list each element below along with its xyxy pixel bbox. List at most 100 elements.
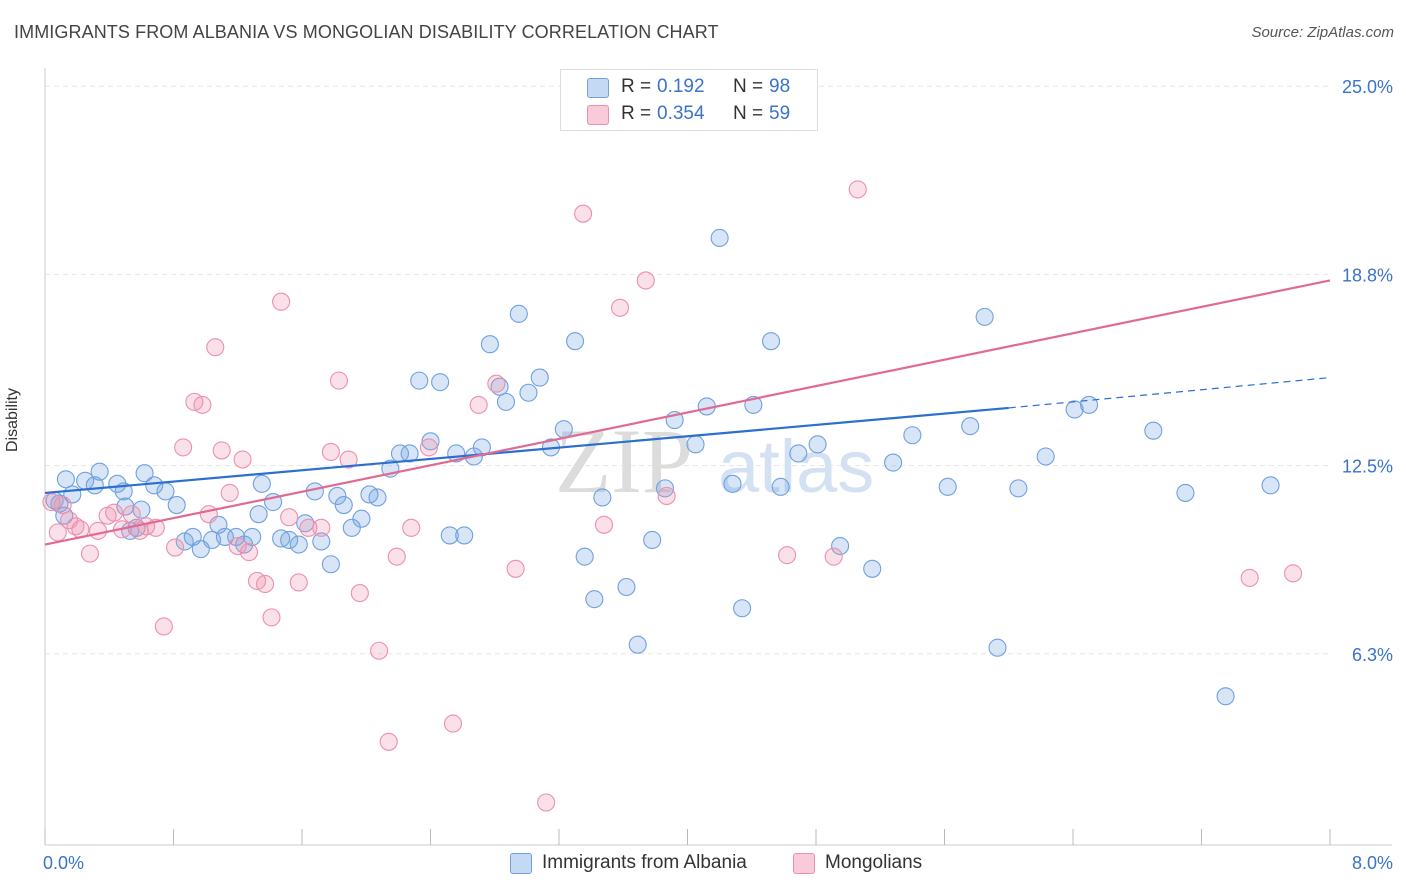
mongolians-point bbox=[848, 180, 867, 199]
albania-point bbox=[575, 547, 594, 566]
albania-trend-line bbox=[44, 406, 1009, 495]
mongolians-point bbox=[166, 538, 185, 557]
albania-point bbox=[530, 368, 549, 387]
bottom-legend-swatch-mongolians bbox=[793, 853, 815, 874]
mongolians-point bbox=[594, 515, 614, 534]
mongolians-point bbox=[154, 617, 173, 636]
albania-point bbox=[1080, 395, 1099, 414]
mongolians-trend-line bbox=[44, 279, 1331, 546]
mongolians-point bbox=[387, 547, 406, 566]
albania-point bbox=[472, 438, 491, 457]
albania-point bbox=[789, 444, 808, 463]
mongolians-point bbox=[574, 204, 593, 223]
albania-point bbox=[988, 638, 1007, 657]
mongolians-point bbox=[66, 517, 85, 536]
albania-point bbox=[975, 307, 994, 326]
albania-point bbox=[400, 444, 419, 463]
albania-point bbox=[252, 474, 271, 493]
mongolians-point bbox=[402, 518, 421, 537]
mongolians-point bbox=[370, 641, 389, 660]
albania-point bbox=[655, 479, 675, 498]
source-label: Source: ZipAtlas.com bbox=[1251, 24, 1394, 41]
axes bbox=[44, 68, 1392, 846]
y-axis-label: Disability bbox=[4, 388, 21, 453]
albania-point bbox=[1216, 687, 1235, 706]
mongolians-point bbox=[212, 441, 231, 460]
mongolians-point bbox=[220, 483, 239, 502]
mongolians-point bbox=[506, 559, 525, 578]
y-tick-label: 25.0% bbox=[1342, 77, 1393, 97]
legend-n-value: 98 bbox=[769, 76, 791, 97]
albania-trend-extension bbox=[1008, 376, 1331, 409]
mongolians-point bbox=[329, 371, 348, 390]
albania-point bbox=[1036, 447, 1055, 466]
mongolians-point bbox=[122, 505, 141, 524]
mongolians-point bbox=[487, 374, 506, 393]
mongolians-point bbox=[289, 573, 308, 592]
albania-point bbox=[761, 332, 781, 351]
albania-point bbox=[90, 462, 109, 481]
mongolians-point bbox=[262, 608, 281, 627]
legend-r-label: R = bbox=[621, 103, 652, 124]
mongolians-point bbox=[256, 574, 275, 594]
albania-point bbox=[132, 500, 151, 519]
albania-point bbox=[289, 535, 308, 554]
albania-point bbox=[480, 335, 499, 354]
albania-point bbox=[710, 228, 729, 248]
albania-point bbox=[455, 526, 474, 545]
mongolians-point bbox=[443, 714, 463, 733]
albania-point bbox=[808, 435, 827, 454]
albania-point bbox=[490, 377, 509, 396]
mongolians-point bbox=[379, 732, 398, 751]
albania-point bbox=[628, 635, 647, 654]
mongolians-point bbox=[88, 521, 108, 540]
legend-swatch-albania bbox=[587, 78, 609, 98]
albania-point bbox=[863, 559, 882, 578]
albania-point bbox=[585, 590, 604, 609]
mongolians-point bbox=[228, 536, 247, 556]
albania-point bbox=[1144, 421, 1163, 440]
albania-point bbox=[135, 464, 154, 483]
albania-point bbox=[519, 383, 538, 402]
mongolians-point bbox=[312, 518, 331, 537]
mongolians-point bbox=[321, 442, 340, 461]
y-tick-label: 6.3% bbox=[1352, 645, 1393, 665]
x-tick-label-min: 0.0% bbox=[43, 853, 84, 873]
legend-n-label: N = bbox=[733, 103, 764, 124]
mongolians-point bbox=[339, 450, 358, 469]
y-tick-label: 18.8% bbox=[1342, 265, 1393, 285]
albania-point bbox=[431, 373, 450, 392]
albania-point bbox=[440, 526, 459, 545]
albania-point bbox=[771, 477, 790, 496]
mongolians-point bbox=[199, 505, 218, 524]
albania-point bbox=[938, 477, 957, 496]
albania-point bbox=[243, 527, 262, 546]
mongolians-point bbox=[610, 298, 630, 317]
mongolians-point bbox=[53, 496, 72, 515]
legend-r-label: R = bbox=[621, 76, 652, 97]
mongolians-point bbox=[272, 292, 291, 311]
x-tick-label-max: 8.0% bbox=[1352, 853, 1393, 873]
mongolians-point bbox=[1284, 564, 1303, 583]
mongolians-point bbox=[1240, 568, 1259, 587]
mongolians-point bbox=[419, 438, 438, 457]
albania-point bbox=[961, 417, 980, 436]
albania-point bbox=[368, 488, 387, 507]
albania-point bbox=[496, 392, 516, 411]
grid-lines bbox=[45, 85, 1330, 655]
albania-point bbox=[686, 435, 705, 454]
bottom-legend-label-albania: Immigrants from Albania bbox=[542, 852, 747, 873]
mongolians-point bbox=[537, 793, 556, 812]
bottom-legend-label-mongolians: Mongolians bbox=[825, 852, 923, 873]
albania-point bbox=[280, 530, 299, 550]
chart-title: IMMIGRANTS FROM ALBANIA VS MONGOLIAN DIS… bbox=[14, 22, 719, 42]
albania-point bbox=[733, 599, 752, 618]
mongolians-point bbox=[350, 584, 369, 603]
mongolians-point bbox=[239, 543, 259, 562]
albania-point bbox=[643, 530, 662, 550]
albania-point bbox=[334, 496, 353, 515]
legend-r-value: 0.192 bbox=[657, 76, 705, 97]
albania-point bbox=[249, 505, 268, 524]
albania-point bbox=[145, 476, 164, 495]
